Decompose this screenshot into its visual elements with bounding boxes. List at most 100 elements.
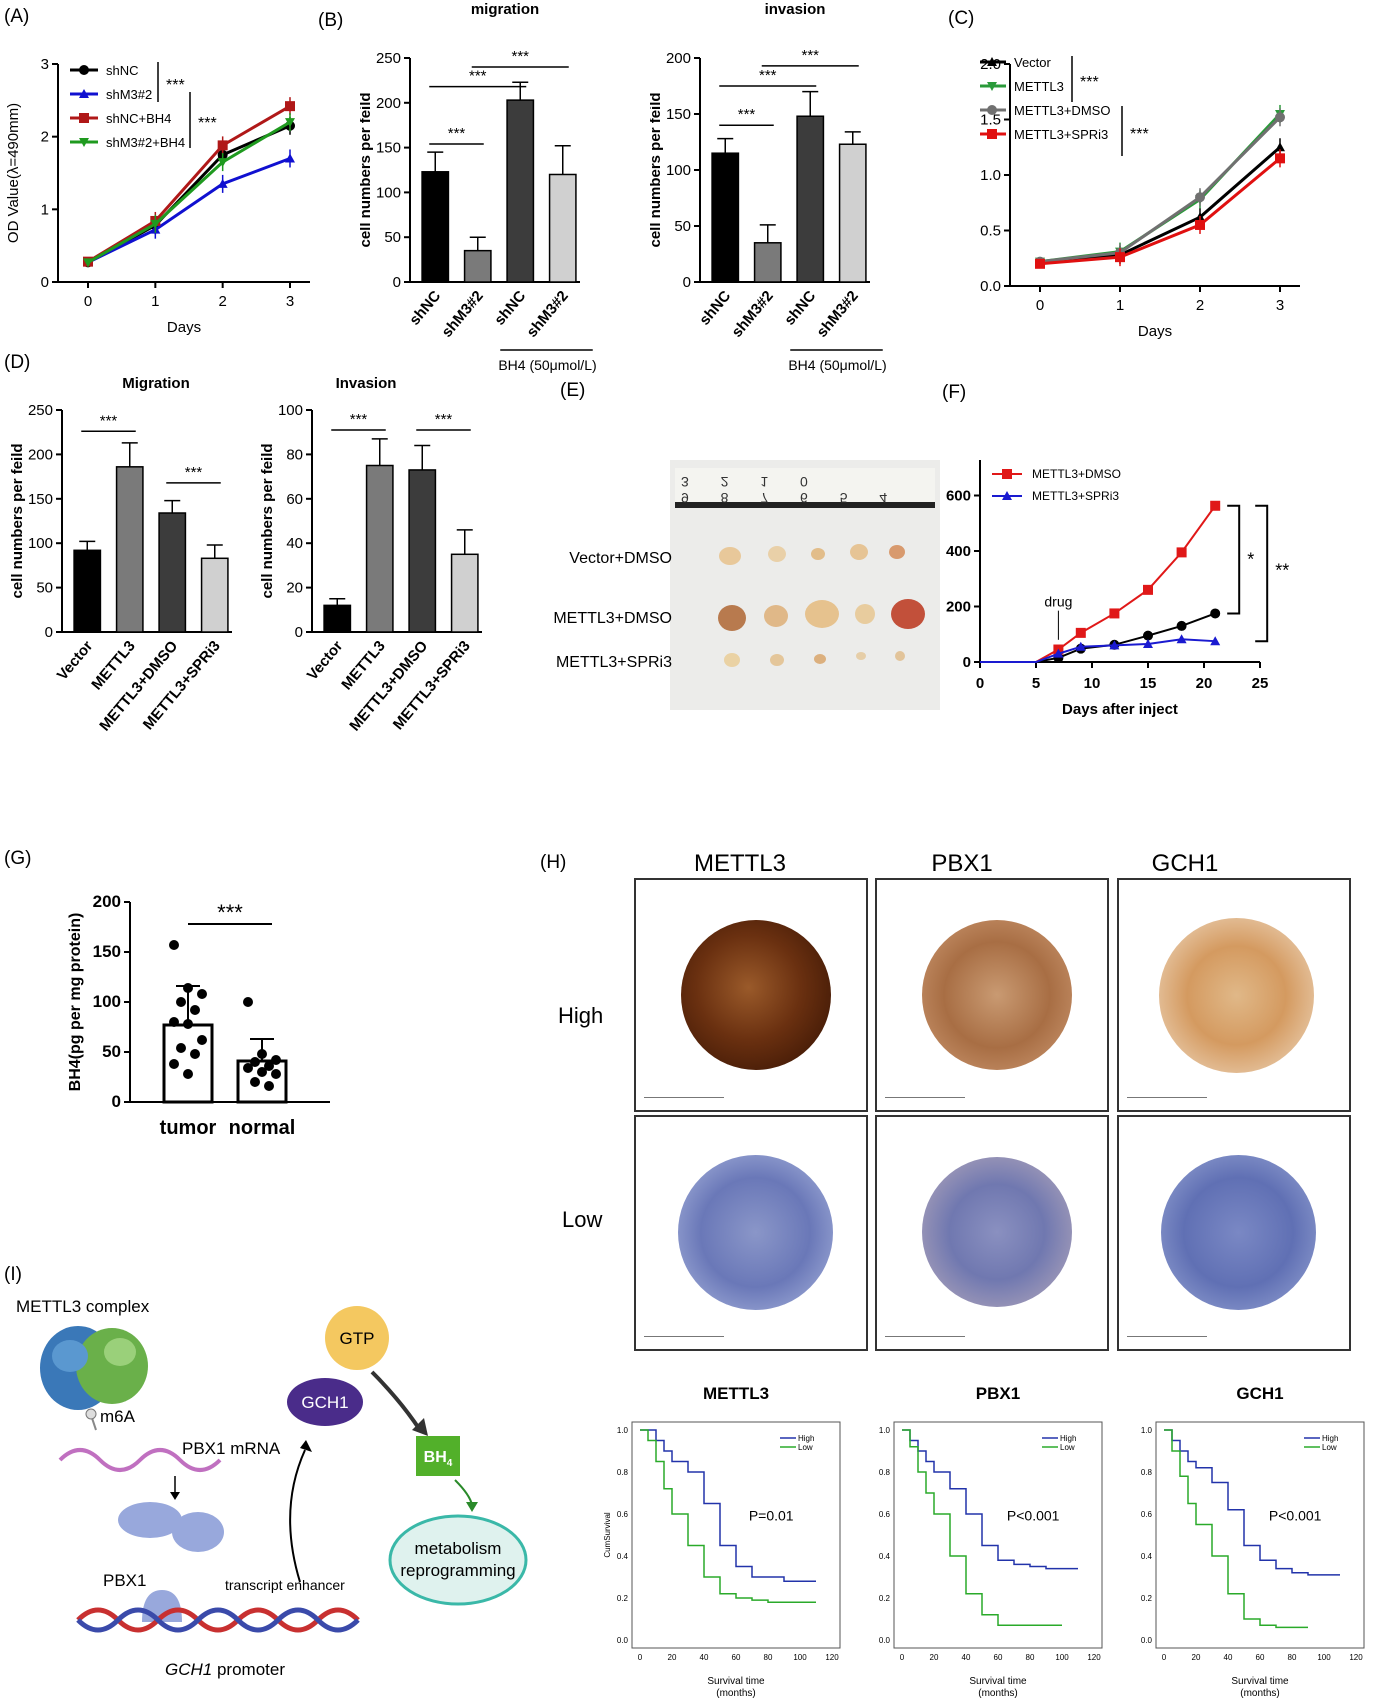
tumor [719,547,741,565]
p-value: P<0.001 [1269,1507,1322,1523]
sig-bracket [1255,504,1269,643]
data-point [271,1069,281,1079]
x-tick-label: shNC [491,288,529,329]
x-tick-label: 100 [1317,1653,1331,1662]
x-tick-label: 20 [1196,675,1213,692]
y-tick-label: 0 [45,624,53,641]
bar [796,115,825,283]
chart-title: invasion [765,1,826,18]
plot-frame [893,1421,1103,1649]
x-axis-label: Days [167,319,201,336]
sig-label: *** [801,47,819,64]
x-tick-label: 0 [1162,1653,1167,1662]
chart-d-invasion: InvasionInvasion020406080100cell numbers… [259,376,482,734]
tumor-row-label: METTL3+SPRi3 [555,654,672,671]
legend-marker [79,113,89,123]
y-tick-label: 0 [41,274,49,291]
complex-label: METTL3 complex [16,1297,150,1316]
legend-label: shNC [106,63,139,78]
bar [115,466,144,633]
ihc-image-pbx1-low [875,1115,1109,1351]
data-point [1195,219,1205,230]
bar [753,242,782,283]
x-axis-label: Survival time [969,1676,1027,1687]
data-point [190,1049,200,1059]
y-tick-label: 50 [384,229,401,246]
bar [365,464,394,633]
sig-label: ** [1275,560,1289,580]
tumor [811,548,825,560]
tissue-core [678,1155,833,1310]
tumor [891,599,925,629]
arrowhead [412,1418,428,1436]
scale-bar [885,1336,965,1341]
x-axis-label: Survival time [707,1676,765,1687]
x-tick-label: METTL3+DMSO [346,637,431,734]
bar [323,604,352,633]
ihc-image-gch1-low [1117,1115,1351,1351]
y-tick-label: 0.4 [617,1552,629,1561]
group-label: BH4 (50μmol/L) [498,357,596,373]
ihc-column-title: GCH1 [1151,850,1219,877]
x-tick-label: shNC [406,288,444,329]
tissue-core [922,1157,1072,1307]
x-axis-label: Survival time [1231,1676,1289,1687]
x-tick-label: 100 [793,1653,807,1662]
scale-bar [1127,1336,1207,1341]
y-tick-label: 50 [674,218,691,235]
tumor [889,545,905,559]
y-tick-label: 3 [41,56,49,73]
x-tick-label: 60 [732,1653,741,1662]
panel-i-schematic: METTL3 complex m6A PBX1 mRNA PBX1 transc… [16,1297,528,1679]
bar [158,512,187,633]
bar [450,553,479,633]
chart-title: GCH1 [1236,1385,1283,1403]
y-tick-label: 150 [28,491,53,508]
data-point [169,1059,179,1069]
series-line [1039,146,1281,265]
x-axis-label: Days after inject [1062,701,1178,718]
survival-curve [1164,1429,1308,1629]
p-value: P<0.001 [1007,1507,1060,1523]
sig-label: * [1247,549,1254,569]
x-tick-label: 20 [1192,1653,1201,1662]
y-tick-label: 0.2 [617,1594,629,1603]
x-tick-label: shM3#2 [523,288,571,341]
data-point [1210,608,1221,619]
data-point [1176,547,1187,558]
data-point [257,1067,267,1077]
plot-frame [1155,1421,1365,1649]
legend-marker [987,129,997,139]
legend-label: High [1060,1434,1076,1443]
data-point [1075,627,1086,638]
scale-bar [644,1336,724,1341]
legend-marker [79,65,89,75]
x-tick-label: 60 [994,1653,1003,1662]
y-tick-label: 600 [946,488,971,505]
y-tick-label: 100 [28,535,53,552]
x-tick-label: 80 [764,1653,773,1662]
x-tick-label: 3 [1276,297,1284,314]
data-point [1176,634,1187,644]
panel-e-tumor-photo: 9 8 7 6 5 4 3 2 1 0 Vector+DMSO METTL3+D… [540,460,940,710]
x-tick-label: 0 [900,1653,905,1662]
data-point [1195,192,1205,203]
y-tick-label: 0.0 [1141,1636,1153,1645]
data-point [1275,142,1285,152]
x-tick-label: METTL3+SPRi3 [140,638,224,734]
tissue-core [922,920,1072,1070]
chart-title: PBX1 [976,1385,1020,1403]
survival-curve [1164,1429,1340,1576]
data-point [217,140,228,151]
legend-marker [987,82,997,91]
data-point [1053,648,1064,658]
x-tick-label: 5 [1032,675,1040,692]
tumor [724,653,740,667]
legend-marker [79,89,89,98]
legend-marker [1002,491,1012,500]
sig-label: *** [166,77,185,94]
data-point [183,1019,193,1029]
bar [200,557,229,633]
sig-label: *** [511,48,529,65]
y-axis-label: cell numbers per feild [360,92,374,247]
